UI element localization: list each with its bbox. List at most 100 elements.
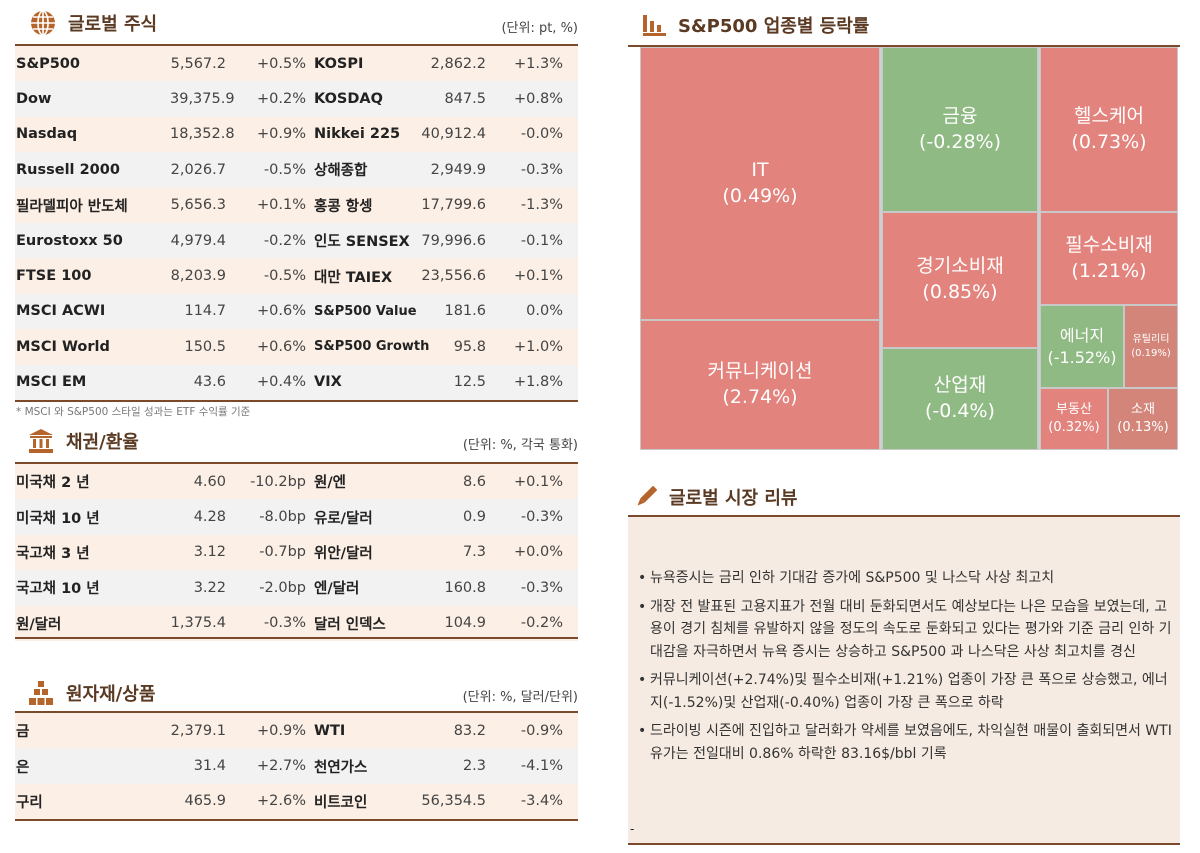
item-change: -0.9% [486,713,563,749]
item-change: +0.6% [226,293,306,330]
item-name: Russell 2000 [15,152,170,188]
item-name: S&P500 Growth [306,329,429,365]
item-value: 104.9 [418,605,486,641]
treemap-cell: 산업재 (-0.4%) [882,348,1038,450]
item-value: 181.6 [418,293,486,330]
table-row: FTSE 100 8,203.9 -0.5% 대만 TAIEX 23,556.6 +0.1… [15,258,578,294]
item-name: Nasdaq [15,116,170,153]
item-value: 79,996.6 [418,222,486,259]
commodities-header: 원자재/상품 [28,680,155,706]
item-change: +0.2% [226,81,306,117]
pen-icon [635,485,658,508]
bonds-fx-header: 채권/환율 [28,428,139,454]
item-change: +0.1% [486,258,563,294]
item-change: -0.2% [486,605,563,641]
item-value: 31.4 [170,748,226,784]
item-value: 23,556.6 [418,258,486,294]
item-name: 상해종합 [306,152,418,188]
treemap-cell: 유틸리티 (0.19%) [1124,305,1178,388]
review-bullets: 뉴욕증시는 금리 인하 기대감 증가에 S&P500 및 나스닥 사상 최고치 … [638,567,1178,771]
item-change: -0.5% [226,152,306,188]
sector-change: (0.32%) [1048,420,1100,435]
item-change: -0.3% [486,152,563,188]
treemap-cell: 소재 (0.13%) [1108,388,1178,450]
item-value: 160.8 [418,570,486,606]
table-row: MSCI ACWI 114.7 +0.6% S&P500 Value 181.6 0.0% [15,293,578,330]
sector-change: (0.19%) [1131,347,1171,359]
global-stocks-unit: (단위: pt, %) [501,21,578,36]
item-change: -1.3% [486,187,563,223]
review-title: 글로벌 시장 리뷰 [669,488,798,509]
footnote: * MSCI 와 S&P500 스타일 성과는 ETF 수익률 기준 [16,406,251,418]
table-row: Dow 39,375.9 +0.2% KOSDAQ 847.5 +0.8% [15,81,578,117]
item-change: +0.1% [226,187,306,223]
item-name: WTI [306,713,418,749]
item-value: 2,026.7 [170,152,226,188]
item-name: 원/엔 [306,464,418,500]
item-change: -2.0bp [226,570,306,606]
item-value: 2,379.1 [170,713,226,749]
treemap-cell: 커뮤니케이션 (2.74%) [640,320,880,450]
item-value: 8.6 [418,464,486,500]
item-value: 3.22 [170,570,226,606]
treemap-cell: 필수소비재 (1.21%) [1040,212,1178,305]
item-value: 2.3 [418,748,486,784]
item-change: +0.9% [226,116,306,153]
item-name: 유로/달러 [306,499,418,535]
treemap-cell: IT (0.49%) [640,47,880,320]
item-change: -10.2bp [226,464,306,500]
item-name: FTSE 100 [15,258,170,294]
item-change: -0.7bp [226,534,306,571]
sector-change: (-0.28%) [918,130,1002,153]
table-row: 국고채 10 년 3.22 -2.0bp 엔/달러 160.8 -0.3% [15,570,578,606]
globe-icon [30,10,56,36]
table-row: Russell 2000 2,026.7 -0.5% 상해종합 2,949.9 -0.3% [15,152,578,188]
sector-title: S&P500 업종별 등락률 [678,16,870,37]
gold-bars-icon [28,680,54,706]
sector-change: (1.21%) [1071,259,1147,282]
sector-change: (-0.4%) [925,400,995,422]
treemap-cell: 헬스케어 (0.73%) [1040,47,1178,212]
table-row: 금 2,379.1 +0.9% WTI 83.2 -0.9% [15,713,578,749]
item-value: 0.9 [418,499,486,535]
item-name: 비트코인 [306,783,418,820]
item-value: 150.5 [170,329,226,365]
item-change: +0.1% [486,464,563,500]
item-name: 천연가스 [306,748,418,784]
item-name: Dow [15,81,170,117]
bank-icon [28,428,54,454]
item-name: 미국채 10 년 [15,499,170,535]
treemap-cell: 경기소비재 (0.85%) [882,212,1038,348]
review-bullet: 뉴욕증시는 금리 인하 기대감 증가에 S&P500 및 나스닥 사상 최고치 [638,567,1178,590]
review-box: 뉴욕증시는 금리 인하 기대감 증가에 S&P500 및 나스닥 사상 최고치 … [628,517,1180,843]
item-value: 5,656.3 [170,187,226,223]
item-value: 43.6 [170,364,226,400]
item-value: 39,375.9 [170,81,235,117]
item-value: 5,567.2 [170,46,226,82]
bonds-fx-table: 미국채 2 년 4.60 -10.2bp 원/엔 8.6 +0.1% 미국채 10 년 4.2… [15,464,578,641]
sector-name: 유틸리티 [1132,334,1170,345]
item-change: -4.1% [486,748,563,784]
item-value: 4.60 [170,464,226,500]
item-name: Eurostoxx 50 [15,222,170,259]
item-change: -3.4% [486,783,563,820]
item-name: 미국채 2 년 [15,464,170,500]
item-name: S&P500 Value [306,293,418,330]
item-change: -0.3% [486,499,563,535]
item-change: -0.2% [226,222,306,259]
commodities-unit: (단위: %, 달러/단위) [462,690,578,705]
bonds-fx-title: 채권/환율 [66,432,139,453]
item-name: 구리 [15,783,170,820]
table-row: 국고채 3 년 3.12 -0.7bp 위안/달러 7.3 +0.0% [15,534,578,571]
item-change: +0.8% [486,81,563,117]
sector-name: 부동산 [1056,402,1092,418]
item-change: 0.0% [486,293,563,330]
item-value: 4,979.4 [170,222,226,259]
item-value: 8,203.9 [170,258,226,294]
sector-name: 에너지 [1059,325,1105,345]
sector-change: (-1.52%) [1047,347,1117,367]
item-change: +0.9% [226,713,306,749]
sector-change: (0.73%) [1071,130,1147,153]
item-name: 엔/달러 [306,570,418,606]
review-bullet: 드라이빙 시즌에 진입하고 달러화가 약세를 보였음에도, 차익실현 매물이 출… [638,720,1178,765]
